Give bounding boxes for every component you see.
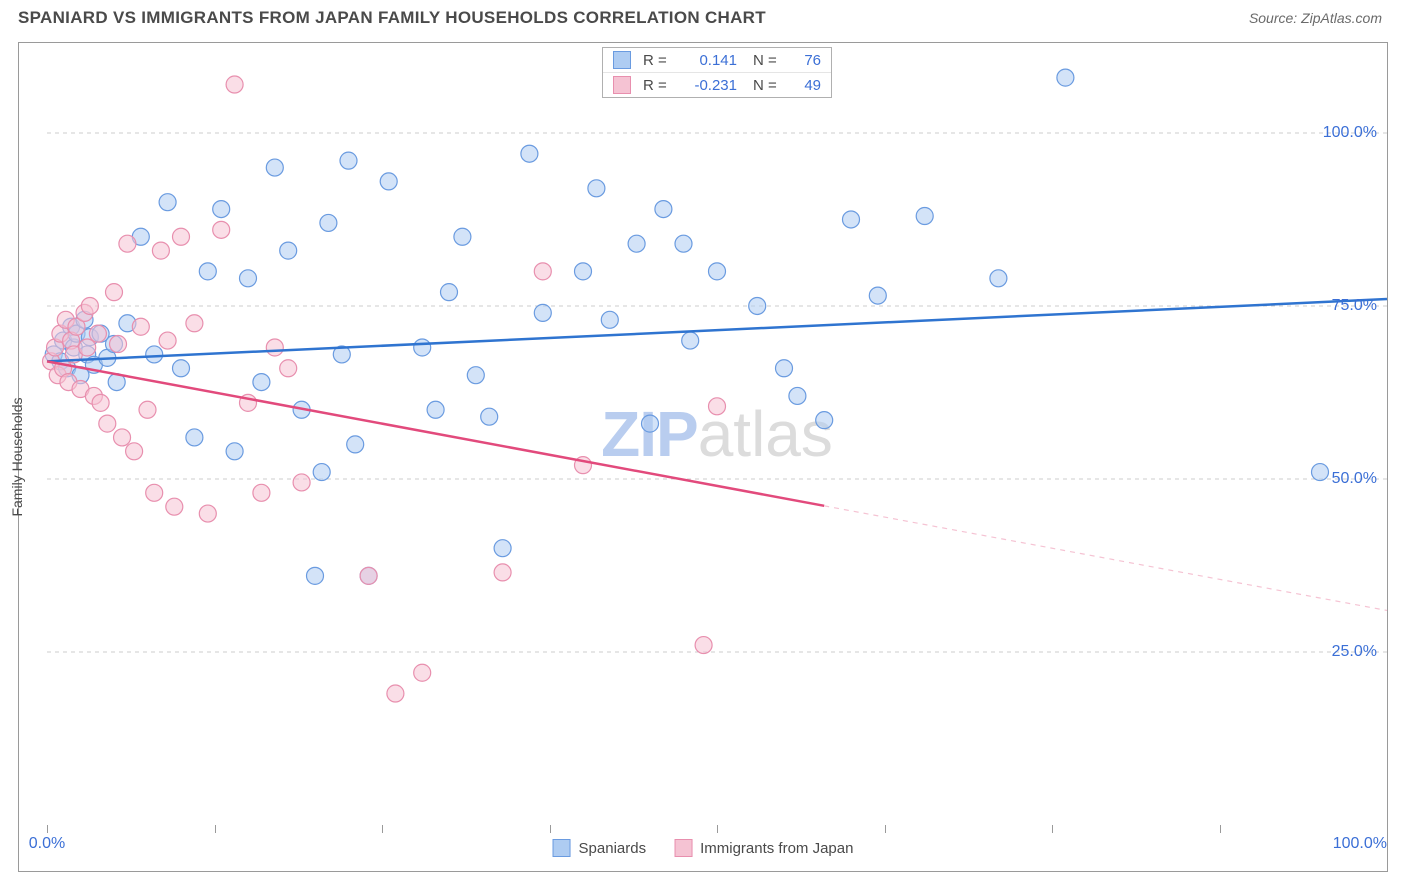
stats-swatch-immigrants [613, 76, 631, 94]
x-tick [885, 825, 886, 833]
x-tick-label-left: 0.0% [29, 835, 65, 853]
stats-row-immigrants: R = -0.231 N = 49 [603, 72, 831, 97]
chart-frame: Family Households ZIPatlas R = 0.141 N =… [18, 42, 1388, 872]
y-tick-label: 75.0% [1332, 297, 1377, 315]
r-value-immigrants: -0.231 [681, 77, 737, 94]
stats-row-spaniards: R = 0.141 N = 76 [603, 48, 831, 72]
y-tick-label: 25.0% [1332, 643, 1377, 661]
y-axis-label: Family Households [9, 397, 25, 516]
plot-svg [47, 43, 1387, 825]
legend-item-spaniards: Spaniards [553, 839, 647, 857]
x-tick [47, 825, 48, 833]
y-tick-label: 100.0% [1323, 124, 1377, 142]
chart-source: Source: ZipAtlas.com [1249, 10, 1382, 26]
x-tick [717, 825, 718, 833]
legend-swatch-spaniards [553, 839, 571, 857]
x-tick [215, 825, 216, 833]
x-tick [382, 825, 383, 833]
legend-swatch-immigrants [674, 839, 692, 857]
legend-label-immigrants: Immigrants from Japan [700, 840, 853, 857]
x-tick-label-right: 100.0% [1333, 835, 1387, 853]
x-tick [550, 825, 551, 833]
x-tick [1220, 825, 1221, 833]
y-tick-label: 50.0% [1332, 470, 1377, 488]
x-tick [1052, 825, 1053, 833]
plot-area: ZIPatlas R = 0.141 N = 76 R = -0.231 N =… [47, 43, 1387, 825]
chart-title: SPANIARD VS IMMIGRANTS FROM JAPAN FAMILY… [18, 8, 766, 28]
legend-label-spaniards: Spaniards [579, 840, 647, 857]
r-value-spaniards: 0.141 [681, 52, 737, 69]
legend-item-immigrants: Immigrants from Japan [674, 839, 853, 857]
stats-swatch-spaniards [613, 51, 631, 69]
n-value-spaniards: 76 [791, 52, 821, 69]
n-value-immigrants: 49 [791, 77, 821, 94]
x-tick [1387, 825, 1388, 833]
bottom-legend: Spaniards Immigrants from Japan [553, 839, 854, 857]
correlation-stats-box: R = 0.141 N = 76 R = -0.231 N = 49 [602, 47, 832, 98]
